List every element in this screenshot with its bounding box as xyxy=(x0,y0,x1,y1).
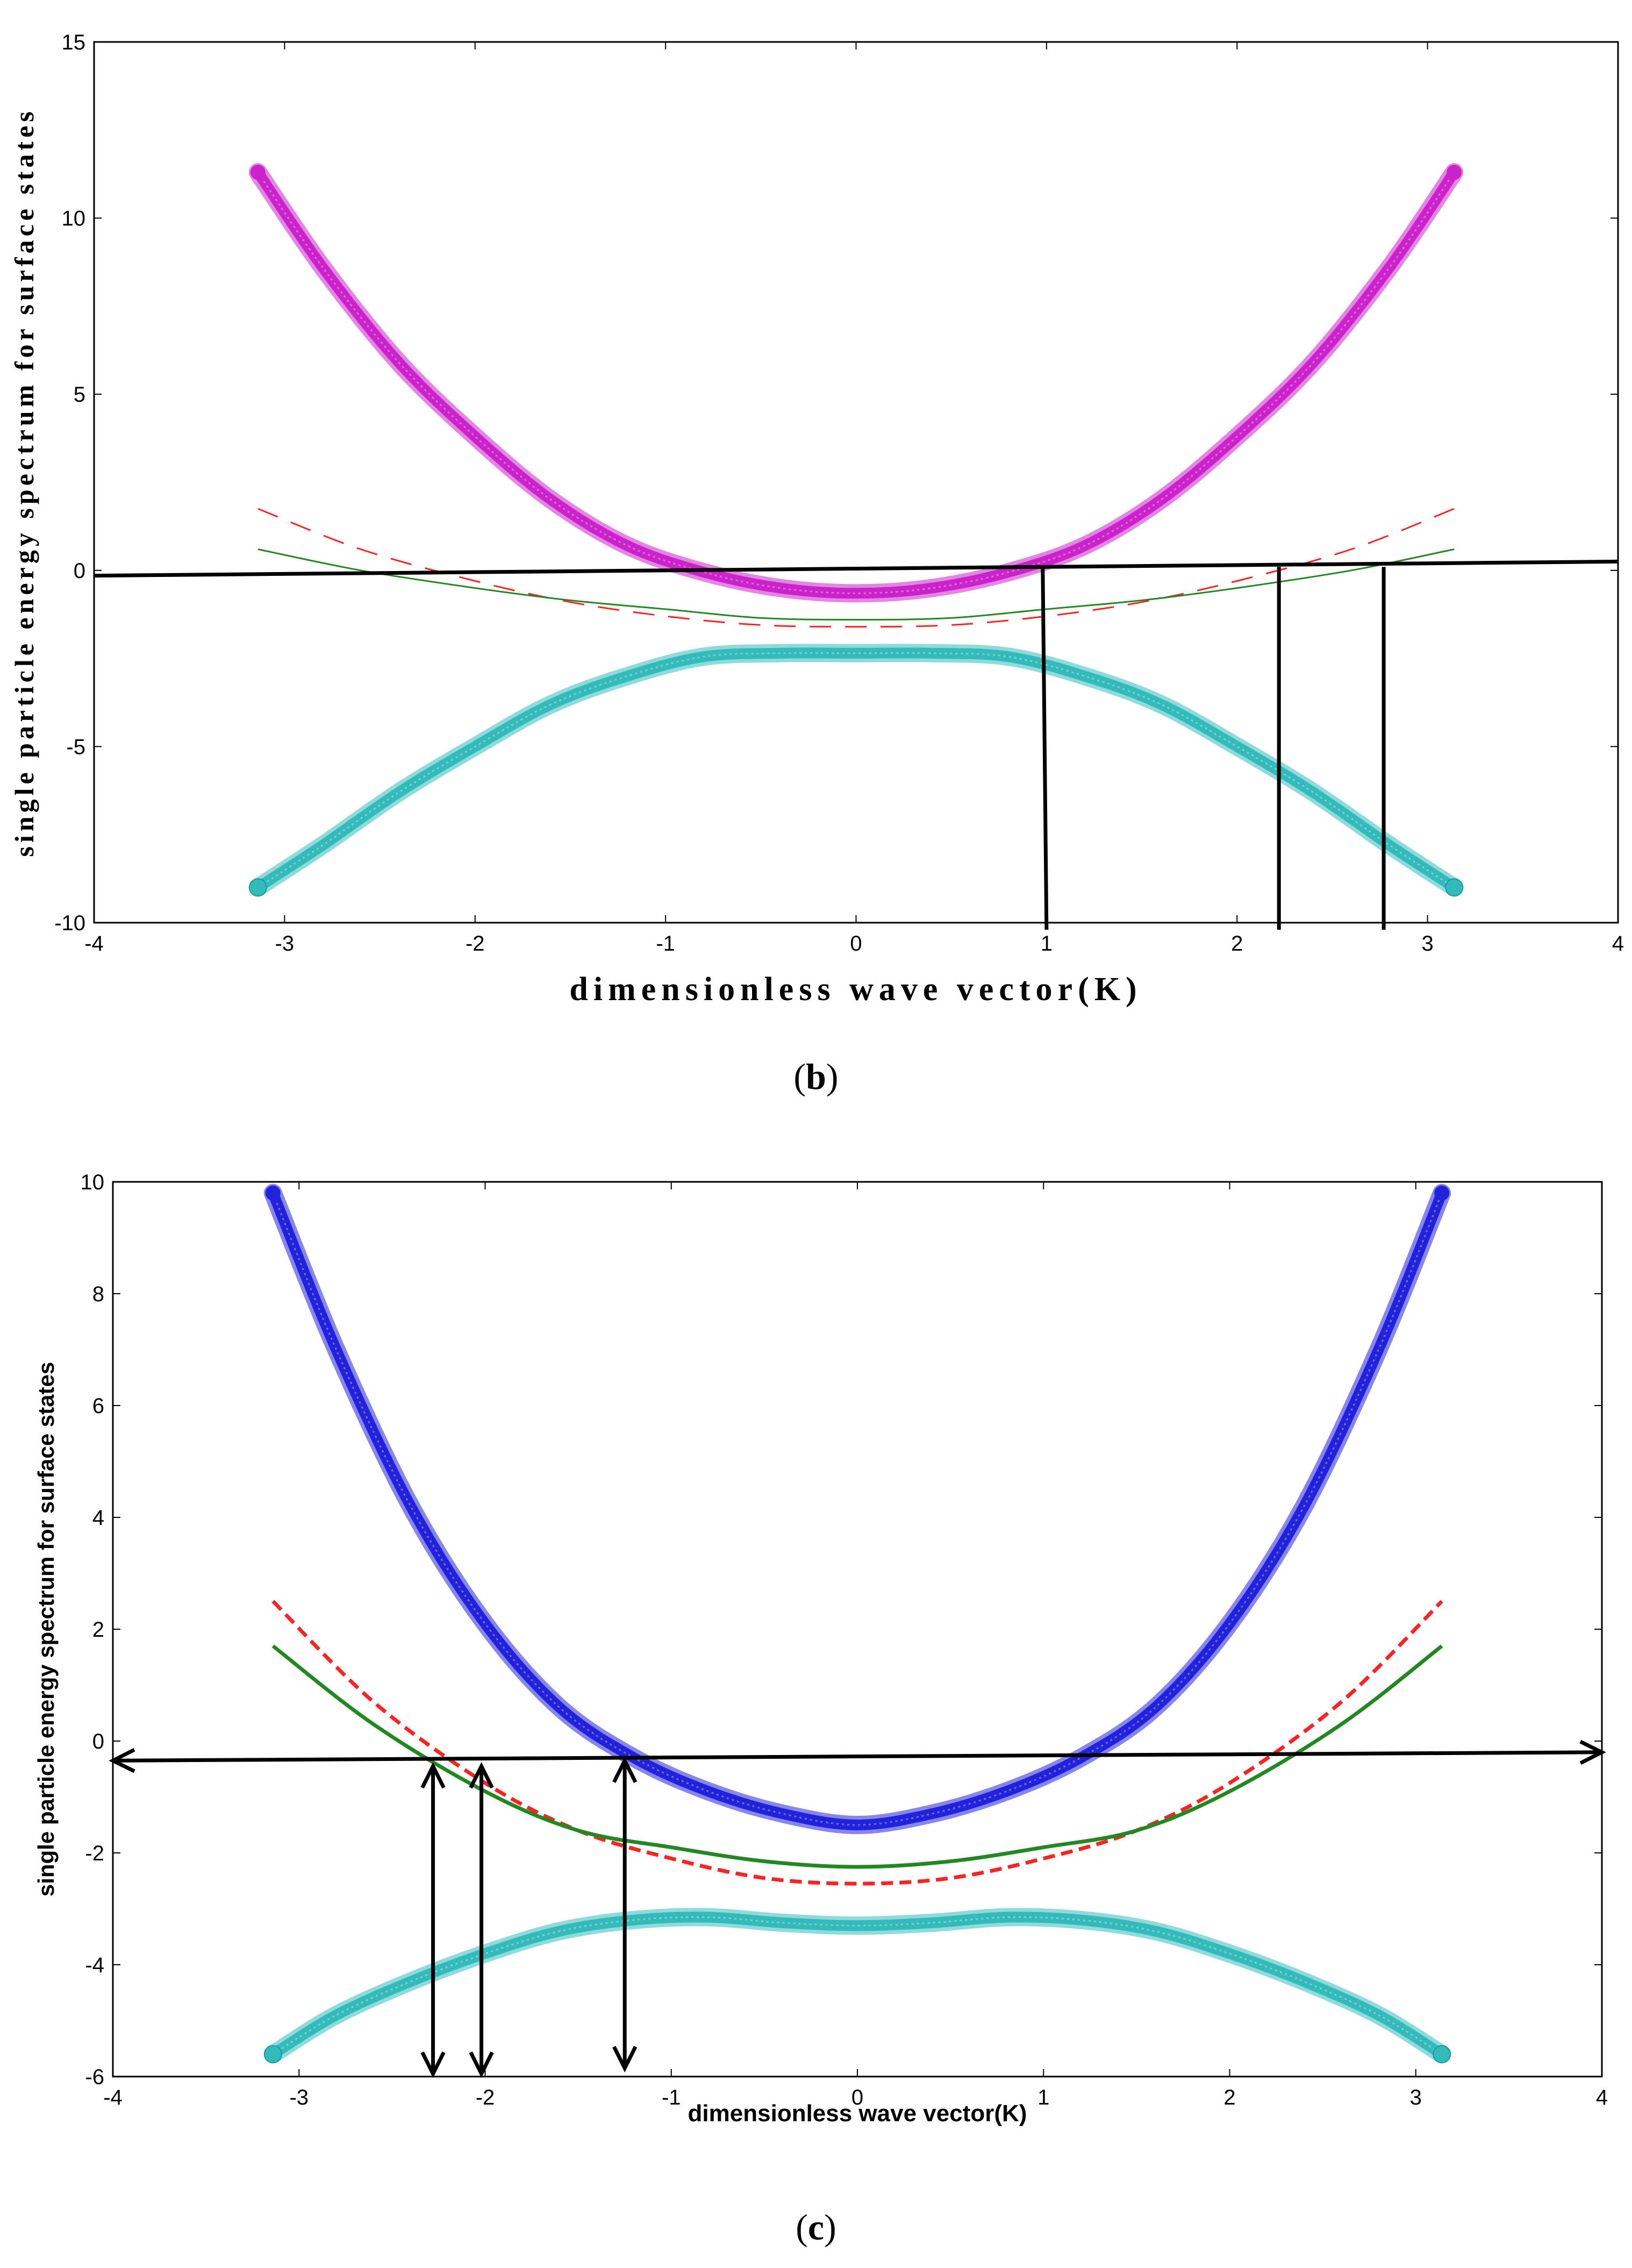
panel-b-y-axis-label: single particle energy spectrum for surf… xyxy=(9,108,39,857)
panel-c-fermi-level-arrow xyxy=(112,1750,1602,1763)
panel-c-y-tick-label: 6 xyxy=(92,1394,104,1418)
panel-c-x-tick-label: 4 xyxy=(1596,2086,1608,2109)
panel-b-series-red-dashed-line xyxy=(257,508,1455,628)
panel-c-double-arrow-head-down xyxy=(469,2051,494,2078)
panel-c-series-lower-band-line xyxy=(267,1912,1448,2060)
panel-b-fermi-level-line xyxy=(94,559,1619,578)
panel-c-x-tick-label: 0 xyxy=(851,2086,863,2109)
panel-b-x-tick-label: 4 xyxy=(1612,932,1624,955)
panel-b-series-lower-band-end-marker xyxy=(1445,878,1464,897)
panel-c-y-tick-label: 10 xyxy=(81,1171,105,1194)
panel-c-series-red-dashed-line xyxy=(271,1600,1443,1886)
panel-b-series-green-solid xyxy=(257,548,1455,621)
panel-c-double-arrow-head-down xyxy=(420,2051,446,2078)
panel-c-x-axis-label: dimensionless wave vector(K) xyxy=(688,2100,1027,2127)
panel-b-series-lower-band-end-marker xyxy=(248,878,267,897)
panel-c-y-tick-label: 4 xyxy=(92,1506,104,1530)
panel-c-x-tick-label: -2 xyxy=(476,2086,495,2109)
panel-c-x-tick-label: -1 xyxy=(662,2086,681,2109)
panel-c-series-upper-band-texture xyxy=(272,1193,1443,1826)
panel-c-x-tick-label: 1 xyxy=(1037,2086,1049,2109)
panel-c-fermi-arrow-head-right xyxy=(1579,1739,1606,1765)
panel-c-y-tick-label: -4 xyxy=(85,1953,104,1977)
panel-b-x-axis-label: dimensionless wave vector(K) xyxy=(569,971,1142,1008)
panel-b-caption-close: ) xyxy=(826,1056,839,1097)
panel-b-x-tick-label: -4 xyxy=(84,932,104,955)
panel-c-series-upper-band-end-marker xyxy=(1434,1185,1450,1201)
panel-b-caption-letter: b xyxy=(806,1056,826,1097)
panel-c-series-lower-band-end-marker xyxy=(263,2045,282,2064)
panel-b-x-tick-label: -3 xyxy=(275,932,295,955)
panel-c-double-arrow-head-up xyxy=(420,1761,446,1789)
panel-c-series-upper-band-line xyxy=(267,1187,1448,1831)
panel-b-x-tick-label: -2 xyxy=(466,932,485,955)
panel-c-series-upper-band xyxy=(263,1183,1451,1835)
panel-c-x-tick-label: 3 xyxy=(1410,2086,1422,2109)
panel-b-series-lower-band-texture xyxy=(257,652,1455,888)
panel-c-y-tick-label: -2 xyxy=(85,1842,104,1865)
panel-b-x-tick-label: -1 xyxy=(656,932,675,955)
panel-b-y-tick-label: 0 xyxy=(74,559,85,583)
panel-c-y-tick-label: -6 xyxy=(85,2065,104,2089)
panel-c-series-red-dashed xyxy=(271,1600,1443,1886)
panel-c-double-arrow-head-up xyxy=(612,1756,638,1783)
panel-b-series-red-dashed xyxy=(257,508,1455,628)
panel-c-series-upper-band-end-marker xyxy=(265,1185,281,1201)
panel-b-y-tick-label: -5 xyxy=(66,735,85,759)
panel-b-y-tick-label: 15 xyxy=(62,31,86,54)
panel-c-y-tick-label: 0 xyxy=(92,1730,104,1753)
panel-b-series-lower-band-line xyxy=(252,647,1460,893)
panel-b-crossing-marker-line xyxy=(1041,567,1049,930)
panel-c-caption-close: ) xyxy=(824,2207,836,2248)
panel-c-caption-letter: c xyxy=(808,2207,824,2248)
panel-b-series-upper-band-line xyxy=(252,167,1460,599)
panel-c-x-tick-label: -3 xyxy=(289,2086,309,2109)
panel-b-x-tick-label: 1 xyxy=(1041,932,1053,955)
panel-b-y-tick-label: 5 xyxy=(74,383,85,406)
panel-c-series-green-solid-line xyxy=(271,1644,1443,1869)
panel-b-series-lower-band xyxy=(248,644,1464,897)
panel-c-x-tick-label: 2 xyxy=(1223,2086,1235,2109)
panel-b-x-tick-label: 3 xyxy=(1422,932,1434,955)
panel-b-x-tick-label: 2 xyxy=(1231,932,1243,955)
panel-c-series-lower-band-end-marker xyxy=(1433,2045,1451,2064)
panel-b-caption: (b) xyxy=(793,1056,838,1097)
panel-b-y-tick-label: -10 xyxy=(54,911,85,935)
panel-b-series-green-solid-line xyxy=(257,548,1455,621)
panel-c-y-axis-label: single particle energy spectrum for surf… xyxy=(33,1362,59,1896)
panel-c-double-arrow-head-up xyxy=(469,1761,494,1789)
panel-c-caption: (c) xyxy=(796,2207,836,2248)
panel-c-double-arrow-head-down xyxy=(612,2045,638,2073)
panel-b-series-upper-band xyxy=(248,163,1464,603)
panel-c-series-green-solid xyxy=(271,1644,1443,1869)
panel-c-y-tick-label: 2 xyxy=(92,1618,104,1642)
panel-c-fermi-arrow-head-left xyxy=(109,1748,135,1773)
panel-b-caption-open: ( xyxy=(793,1056,806,1097)
panel-b-series-upper-band-end-marker xyxy=(1447,165,1462,180)
panel-c-caption-open: ( xyxy=(796,2207,808,2248)
panel-c-series-lower-band-texture xyxy=(273,1916,1442,2055)
panel-c-y-tick-label: 8 xyxy=(92,1282,104,1306)
panel-c-x-tick-label: -4 xyxy=(103,2086,123,2109)
panel-b-y-tick-label: 10 xyxy=(62,207,86,231)
panel-b-series-upper-band-end-marker xyxy=(250,165,266,180)
panel-b-x-tick-label: 0 xyxy=(850,932,862,955)
panel-c-series-lower-band xyxy=(263,1908,1451,2064)
